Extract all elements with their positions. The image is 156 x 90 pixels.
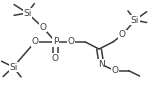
Text: O: O (111, 66, 118, 75)
Text: O: O (52, 54, 59, 63)
Text: Si: Si (131, 16, 139, 25)
Text: O: O (32, 37, 39, 46)
Text: N: N (98, 60, 105, 69)
Text: O: O (119, 30, 126, 39)
Text: P: P (53, 37, 58, 46)
Text: Si: Si (9, 63, 17, 72)
Text: O: O (39, 23, 46, 32)
Text: O: O (68, 37, 74, 46)
Text: Si: Si (23, 9, 32, 18)
